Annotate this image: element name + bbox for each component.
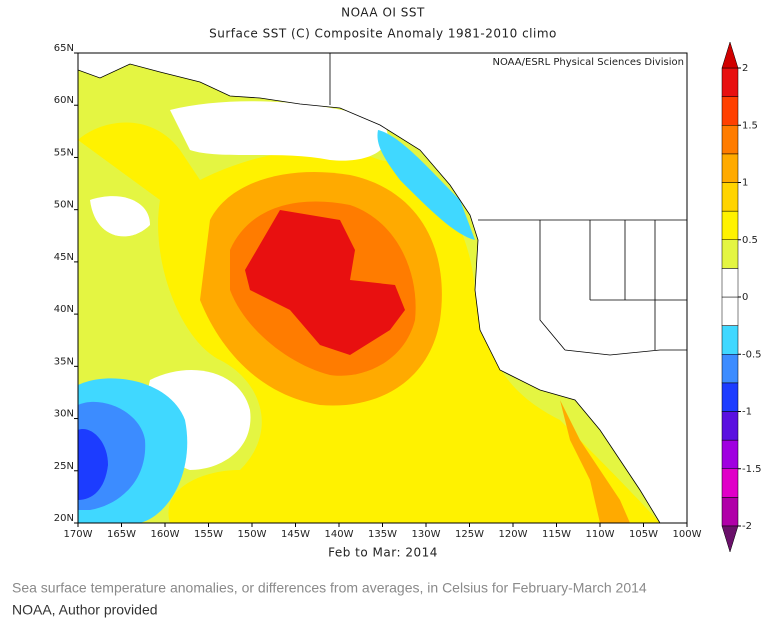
x-tick-label: 170W	[64, 529, 93, 540]
x-tick-label: 105W	[629, 529, 658, 540]
borders	[329, 53, 687, 356]
colorbar-band	[721, 439, 739, 469]
cool-region	[377, 130, 475, 240]
caption: Sea surface temperature anomalies, or di…	[12, 580, 647, 596]
hottest-region	[245, 210, 405, 355]
credit-inset: NOAA/ESRL Physical Sciences Division	[493, 57, 685, 68]
subtitle: Surface SST (C) Composite Anomaly 1981-2…	[209, 27, 557, 41]
y-tick-label: 55N	[54, 147, 74, 158]
x-tick-label: 145W	[281, 529, 310, 540]
x-tick-label: 100W	[673, 529, 702, 540]
y-tick-label: 30N	[54, 409, 74, 420]
neutral-region	[170, 101, 388, 161]
y-tick-label: 20N	[54, 513, 74, 524]
land	[78, 53, 687, 523]
y-tick-label: 40N	[54, 304, 74, 315]
y-tick-label: 50N	[54, 200, 74, 211]
baja-warm	[560, 400, 630, 523]
x-tick-label: 165W	[107, 529, 136, 540]
inset-bg	[448, 55, 685, 68]
colorbar-band	[721, 468, 739, 498]
colorbar-tick-label: 2	[742, 63, 748, 74]
colorbar-band	[721, 497, 739, 527]
colorbar-band	[721, 125, 739, 155]
x-tick-label: 125W	[455, 529, 484, 540]
colorbar-over	[721, 41, 739, 69]
colorbar-tick-label: -0.5	[742, 349, 762, 360]
y-tick-label: 25N	[54, 461, 74, 472]
colorbar-tick-label: -1	[742, 407, 752, 418]
x-tick-label: 135W	[368, 529, 397, 540]
credit: NOAA, Author provided	[12, 602, 158, 618]
x-tick-label: 150W	[238, 529, 267, 540]
x-tick-label: 140W	[325, 529, 354, 540]
neutral-region	[90, 196, 150, 237]
colorbar-band	[721, 268, 739, 298]
x-tick-label: 115W	[542, 529, 571, 540]
colorbar-tick-label: 1.5	[742, 120, 758, 131]
colorbar-tick-label: 0	[742, 292, 748, 303]
colorbar-band	[721, 96, 739, 126]
colorbar-band	[721, 382, 739, 412]
y-tick-label: 65N	[54, 43, 74, 54]
x-tick-label: 130W	[412, 529, 441, 540]
colorbar-band	[721, 411, 739, 441]
colorbar-band	[721, 153, 739, 183]
colorbar-tick-label: 1	[742, 178, 748, 189]
x-tick-label: 120W	[499, 529, 528, 540]
coldest-region	[78, 429, 108, 500]
colorbar-band	[721, 182, 739, 212]
y-tick-label: 60N	[54, 95, 74, 106]
title: NOAA OI SST	[341, 6, 425, 20]
colorbar-band	[721, 239, 739, 269]
colorbar-band	[721, 354, 739, 384]
y-tick-label: 35N	[54, 356, 74, 367]
x-label: Feb to Mar: 2014	[328, 546, 438, 560]
x-tick-label: 155W	[194, 529, 223, 540]
colorbar-tick-label: -2	[742, 521, 752, 532]
map-field	[78, 53, 687, 523]
colorbar-band	[721, 67, 739, 97]
x-tick-label: 160W	[151, 529, 180, 540]
colorbar-tick-label: 0.5	[742, 235, 758, 246]
colorbar-band	[721, 325, 739, 355]
colorbar-tick-label: -1.5	[742, 464, 762, 475]
colorbar-band	[721, 296, 739, 326]
x-tick-label: 110W	[586, 529, 615, 540]
y-tick-label: 45N	[54, 252, 74, 263]
colorbar-under	[721, 525, 739, 553]
colorbar-band	[721, 210, 739, 240]
